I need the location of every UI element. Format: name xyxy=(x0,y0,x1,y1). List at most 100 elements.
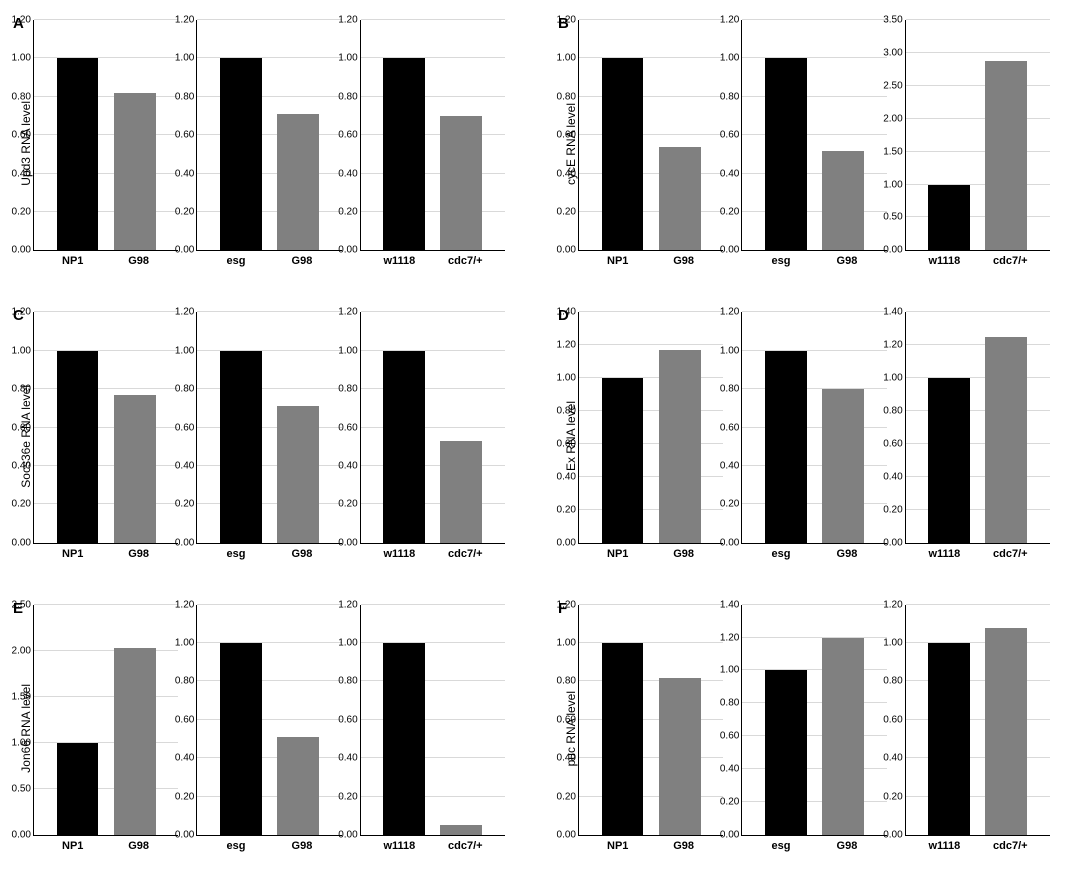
bar xyxy=(114,395,156,543)
y-tick-label: 0.80 xyxy=(338,91,357,102)
x-axis-label: G98 xyxy=(274,548,330,560)
y-tick-label: 0.00 xyxy=(338,829,357,840)
y-tick-label: 0.00 xyxy=(720,245,739,256)
chart-area: 0.000.200.400.600.801.001.20 xyxy=(33,20,178,251)
y-tick-label: 0.60 xyxy=(883,714,902,725)
y-tick-label: 0.00 xyxy=(720,537,739,548)
y-tick-label: 0.60 xyxy=(720,422,739,433)
y-tick-label: 0.80 xyxy=(175,676,194,687)
x-axis-label: w1118 xyxy=(916,548,972,560)
y-tick-label: 1.20 xyxy=(720,15,739,26)
y-tick-label: 0.80 xyxy=(720,698,739,709)
y-tick-label: 1.00 xyxy=(883,179,902,190)
y-tick-label: 0.80 xyxy=(557,406,576,417)
y-tick-label: 0.40 xyxy=(720,764,739,775)
y-tick-label: 0.00 xyxy=(12,245,31,256)
y-tick-label: 1.50 xyxy=(12,691,31,702)
bar xyxy=(659,678,701,835)
y-tick-label: 1.00 xyxy=(338,638,357,649)
panel-e: EJon66 RNA level0.000.501.001.502.002.50… xyxy=(15,605,505,852)
chart-area: 0.000.200.400.600.801.001.201.40 xyxy=(578,312,723,543)
y-axis-label: Socs36e RNA level xyxy=(15,385,33,488)
y-tick-label: 1.00 xyxy=(12,53,31,64)
panel-f: Fpuc RNA level0.000.200.400.600.801.001.… xyxy=(560,605,1050,852)
subplots-row: 0.000.200.400.600.801.001.20NP1G980.000.… xyxy=(33,312,505,559)
y-tick-label: 0.00 xyxy=(883,829,902,840)
subplot: 0.000.200.400.600.801.001.20 w1118 cdc7/+ xyxy=(905,605,1050,852)
subplots-row: 0.000.200.400.600.801.001.20NP1G980.000.… xyxy=(578,605,1050,852)
x-axis-label: G98 xyxy=(656,548,712,560)
y-tick-label: 0.60 xyxy=(338,130,357,141)
x-axis-label: cdc7/+ xyxy=(982,255,1038,267)
chart-area: 0.000.200.400.600.801.001.20 xyxy=(196,605,341,836)
bar xyxy=(440,441,482,543)
y-tick-label: 2.50 xyxy=(883,80,902,91)
y-tick-label: 0.80 xyxy=(720,384,739,395)
chart-area: 0.000.200.400.600.801.001.20 xyxy=(905,605,1050,836)
x-axis-label: NP1 xyxy=(45,840,101,852)
y-tick-label: 1.00 xyxy=(175,345,194,356)
y-tick-label: 0.00 xyxy=(175,245,194,256)
y-tick-label: 0.20 xyxy=(557,791,576,802)
bars-container xyxy=(34,605,178,835)
bar xyxy=(822,389,864,543)
x-axis-label: G98 xyxy=(656,255,712,267)
y-tick-label: 0.20 xyxy=(338,499,357,510)
y-tick-label: 1.20 xyxy=(338,307,357,318)
y-tick-label: 1.20 xyxy=(175,307,194,318)
y-tick-label: 3.50 xyxy=(883,15,902,26)
y-tick-label: 0.40 xyxy=(883,753,902,764)
y-tick-label: 0.60 xyxy=(557,714,576,725)
y-tick-label: 0.00 xyxy=(175,829,194,840)
bar xyxy=(220,58,262,250)
y-tick-label: 0.00 xyxy=(12,537,31,548)
chart-area: 0.000.200.400.600.801.001.20 xyxy=(196,20,341,251)
subplot: 0.000.200.400.600.801.001.201.40 NP1 G98 xyxy=(578,312,723,559)
x-axis-label: G98 xyxy=(656,840,712,852)
y-tick-label: 0.80 xyxy=(557,91,576,102)
bar xyxy=(220,643,262,835)
x-axis-label: esg xyxy=(208,840,264,852)
y-tick-label: 1.20 xyxy=(12,307,31,318)
x-axis-label: cdc7/+ xyxy=(982,840,1038,852)
x-axis-label: cdc7/+ xyxy=(437,840,493,852)
y-tick-label: 2.50 xyxy=(12,599,31,610)
y-tick-label: 1.20 xyxy=(883,599,902,610)
x-axis-label: w1118 xyxy=(916,840,972,852)
y-tick-label: 0.80 xyxy=(12,91,31,102)
x-axis: esgG98 xyxy=(196,840,341,852)
x-axis-label: NP1 xyxy=(590,548,646,560)
y-tick-label: 1.20 xyxy=(175,599,194,610)
bars-container xyxy=(197,605,341,835)
y-tick-label: 1.20 xyxy=(557,599,576,610)
bar xyxy=(114,93,156,250)
y-tick-label: 0.60 xyxy=(175,422,194,433)
y-tick-label: 1.00 xyxy=(12,737,31,748)
panel-d: DEx RNA level0.000.200.400.600.801.001.2… xyxy=(560,312,1050,559)
y-tick-label: 1.00 xyxy=(338,53,357,64)
y-tick-label: 0.60 xyxy=(720,731,739,742)
y-tick-label: 0.50 xyxy=(883,212,902,223)
y-tick-label: 0.60 xyxy=(12,130,31,141)
y-tick-label: 1.20 xyxy=(883,340,902,351)
y-tick-label: 0.60 xyxy=(720,130,739,141)
y-tick-label: 0.20 xyxy=(338,206,357,217)
y-tick-label: 1.00 xyxy=(557,53,576,64)
y-tick-label: 1.00 xyxy=(175,638,194,649)
panel-c: CSocs36e RNA level0.000.200.400.600.801.… xyxy=(15,312,505,559)
chart-area: 0.000.501.001.502.002.503.003.50 xyxy=(905,20,1050,251)
x-axis-label: esg xyxy=(208,548,264,560)
y-tick-label: 0.80 xyxy=(557,676,576,687)
y-tick-label: 1.20 xyxy=(12,15,31,26)
chart-area: 0.000.200.400.600.801.001.201.40 xyxy=(741,605,886,836)
y-tick-label: 0.40 xyxy=(338,753,357,764)
x-axis: w1118cdc7/+ xyxy=(360,255,505,267)
bars-container xyxy=(579,20,723,250)
y-tick-label: 0.00 xyxy=(175,537,194,548)
y-tick-label: 0.40 xyxy=(12,168,31,179)
subplot: 0.000.200.400.600.801.001.201.40w1118cdc… xyxy=(905,312,1050,559)
y-tick-label: 0.60 xyxy=(12,422,31,433)
bars-container xyxy=(742,605,886,835)
x-axis-label: G98 xyxy=(111,548,167,560)
panel-a: AUpd3 RNA level0.000.200.400.600.801.001… xyxy=(15,20,505,267)
